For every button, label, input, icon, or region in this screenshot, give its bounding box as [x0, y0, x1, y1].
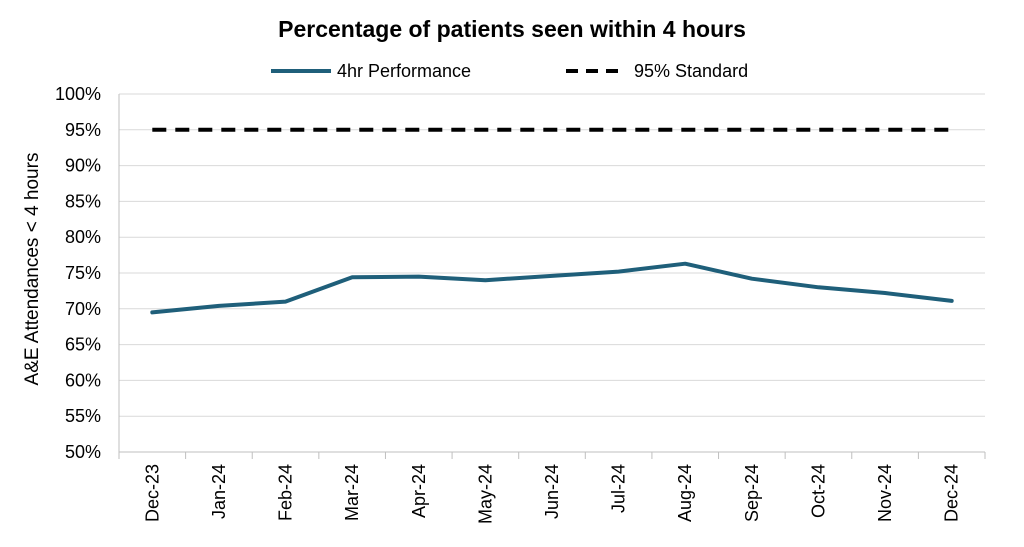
data-point: [284, 128, 288, 132]
data-point: [883, 291, 887, 295]
chart-title: Percentage of patients seen within 4 hou…: [278, 16, 746, 42]
y-tick-label: 55%: [65, 406, 101, 426]
x-tick-label: Jan-24: [209, 464, 229, 519]
y-tick-label: 100%: [55, 84, 101, 104]
data-point: [217, 304, 221, 308]
data-point: [617, 270, 621, 274]
x-tick-label: Feb-24: [276, 464, 296, 521]
x-tick-label: Dec-24: [942, 464, 962, 522]
y-tick-label: 65%: [65, 335, 101, 355]
data-point: [950, 128, 954, 132]
y-axis-label: A&E Attendances < 4 hours: [22, 153, 43, 386]
x-tick-label: Oct-24: [808, 464, 828, 518]
data-point: [417, 275, 421, 279]
data-point: [350, 128, 354, 132]
x-tick-label: Sep-24: [742, 464, 762, 522]
legend: 4hr Performance 95% Standard: [271, 61, 748, 81]
data-point: [350, 275, 354, 279]
series-lines: [150, 127, 954, 315]
data-point: [683, 128, 687, 132]
data-point: [950, 299, 954, 303]
legend-label: 4hr Performance: [337, 61, 471, 81]
y-tick-label: 60%: [65, 370, 101, 390]
data-point: [217, 128, 221, 132]
x-tick-label: Mar-24: [342, 464, 362, 521]
y-tick-label: 50%: [65, 442, 101, 462]
x-tick-label: Aug-24: [675, 464, 695, 522]
y-tick-label: 90%: [65, 156, 101, 176]
data-point: [750, 128, 754, 132]
data-point: [617, 128, 621, 132]
data-point: [150, 310, 154, 314]
data-point: [816, 128, 820, 132]
data-point: [550, 274, 554, 278]
x-tick-label: May-24: [475, 464, 495, 524]
data-point: [483, 128, 487, 132]
legend-label: 95% Standard: [634, 61, 748, 81]
y-tick-label: 95%: [65, 120, 101, 140]
data-point: [550, 128, 554, 132]
data-point: [417, 128, 421, 132]
x-tick-label: Nov-24: [875, 464, 895, 522]
x-tick-label: Apr-24: [409, 464, 429, 518]
grid-lines: [119, 93, 985, 417]
data-point: [483, 278, 487, 282]
data-point: [816, 285, 820, 289]
data-point: [883, 128, 887, 132]
y-tick-label: 70%: [65, 299, 101, 319]
y-tick-label: 80%: [65, 227, 101, 247]
data-point: [150, 128, 154, 132]
x-tick-label: Jul-24: [609, 464, 629, 513]
data-point: [284, 300, 288, 304]
axes: 50% 55% 60% 65% 70% 75% 80% 85% 90% 95% 100% Dec-23…: [55, 84, 986, 524]
y-tick-label: 85%: [65, 191, 101, 211]
x-tick-label: Jun-24: [542, 464, 562, 519]
data-point: [750, 277, 754, 281]
data-point: [683, 262, 687, 266]
x-tick-label: Dec-23: [142, 464, 162, 522]
y-tick-label: 75%: [65, 263, 101, 283]
series-line-performance: [150, 261, 954, 315]
